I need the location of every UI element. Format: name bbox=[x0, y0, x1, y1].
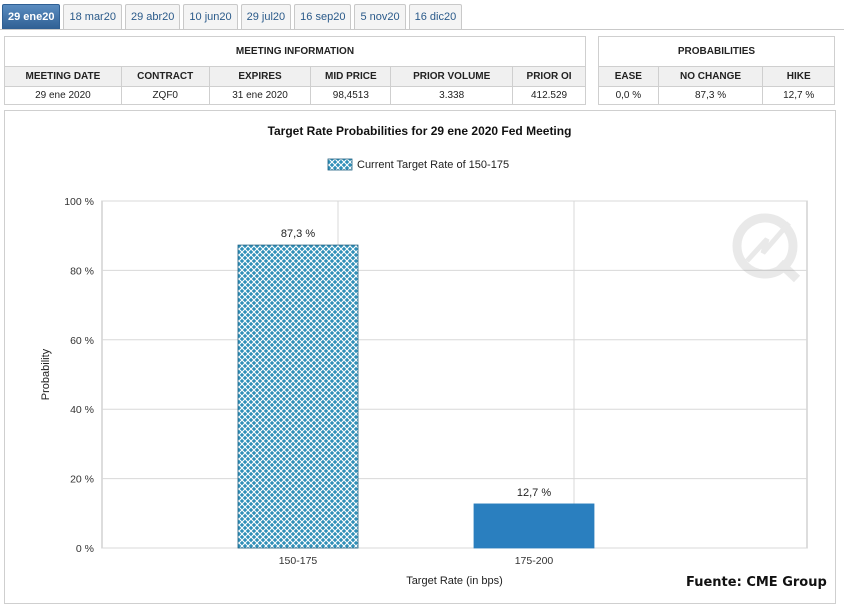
tab-29-ene20[interactable]: 29 ene20 bbox=[2, 4, 61, 30]
legend-swatch bbox=[327, 158, 353, 171]
meeting-information-caption: MEETING INFORMATION bbox=[4, 36, 586, 67]
y-tick-label-1: 20 % bbox=[70, 474, 94, 486]
probability-cell-0: 0,0 % bbox=[598, 86, 659, 105]
chart-title: Target Rate Probabilities for 29 ene 202… bbox=[268, 124, 572, 138]
tabbar-divider bbox=[0, 29, 844, 30]
plot-area bbox=[101, 200, 808, 549]
tab-29-jul20[interactable]: 29 jul20 bbox=[240, 4, 292, 30]
probability-header-0: EASE bbox=[598, 66, 659, 87]
tab-16-dic20[interactable]: 16 dic20 bbox=[408, 4, 463, 30]
x-tick-label-1: 175-200 bbox=[515, 555, 554, 567]
meeting-cell-0: 29 ene 2020 bbox=[4, 86, 122, 105]
bar-value-label-1: 12,7 % bbox=[517, 487, 551, 499]
meeting-header-5: PRIOR OI bbox=[512, 66, 586, 87]
tab-5-nov20[interactable]: 5 nov20 bbox=[354, 4, 406, 30]
watermark-logo bbox=[732, 213, 801, 283]
meeting-header-4: PRIOR VOLUME bbox=[390, 66, 514, 87]
y-tick-label-5: 100 % bbox=[64, 196, 94, 208]
meeting-tabs: 29 ene20 18 mar20 29 abr20 10 jun20 29 jul20… bbox=[2, 4, 463, 30]
legend-label: Current Target Rate of 150-175 bbox=[357, 159, 509, 171]
meeting-cell-3: 98,4513 bbox=[310, 86, 392, 105]
meeting-header-1: CONTRACT bbox=[120, 66, 210, 87]
probability-header-1: NO CHANGE bbox=[657, 66, 764, 87]
y-tick-label-4: 80 % bbox=[70, 265, 94, 277]
y-axis-label: Probability bbox=[40, 348, 52, 400]
probability-cell-1: 87,3 % bbox=[657, 86, 764, 105]
bar-175-200 bbox=[473, 503, 595, 549]
probability-cell-2: 12,7 % bbox=[762, 86, 835, 105]
tab-18-mar20[interactable]: 18 mar20 bbox=[63, 4, 122, 30]
meeting-cell-5: 412.529 bbox=[512, 86, 586, 105]
meeting-information-table: MEETING INFORMATION MEETING DATE CONTRACT… bbox=[4, 36, 586, 105]
x-axis-label: Target Rate (in bps) bbox=[406, 575, 503, 587]
bar-150-175 bbox=[237, 244, 359, 549]
y-tick-label-3: 60 % bbox=[70, 335, 94, 347]
tab-29-abr20[interactable]: 29 abr20 bbox=[124, 4, 181, 30]
meeting-cell-2: 31 ene 2020 bbox=[208, 86, 312, 105]
tab-10-jun20[interactable]: 10 jun20 bbox=[183, 4, 238, 30]
probabilities-table: PROBABILITIES EASE NO CHANGE HIKE 0,0 % 87,… bbox=[598, 36, 835, 105]
probability-header-2: HIKE bbox=[762, 66, 835, 87]
bar-value-label-0: 87,3 % bbox=[281, 228, 315, 240]
target-rate-chart: Target Rate Probabilities for 29 ene 202… bbox=[40, 124, 808, 587]
source-note: Fuente: CME Group bbox=[686, 575, 827, 590]
tab-16-sep20[interactable]: 16 sep20 bbox=[294, 4, 352, 30]
meeting-header-0: MEETING DATE bbox=[4, 66, 122, 87]
y-tick-label-0: 0 % bbox=[76, 543, 94, 555]
y-tick-label-2: 40 % bbox=[70, 404, 94, 416]
x-tick-label-0: 150-175 bbox=[279, 555, 318, 567]
meeting-cell-1: ZQF0 bbox=[120, 86, 210, 105]
meeting-header-2: EXPIRES bbox=[208, 66, 312, 87]
meeting-cell-4: 3.338 bbox=[390, 86, 514, 105]
chart-panel: Target Rate Probabilities for 29 ene 202… bbox=[4, 110, 836, 604]
probabilities-caption: PROBABILITIES bbox=[598, 36, 835, 67]
meeting-header-3: MID PRICE bbox=[310, 66, 392, 87]
